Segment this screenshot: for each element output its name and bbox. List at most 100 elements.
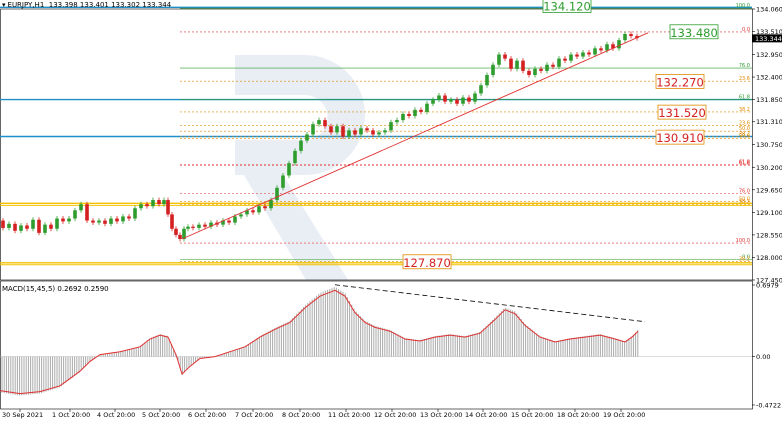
candle-body [245,210,249,215]
candle-body [139,204,143,209]
candle-body [162,200,166,205]
candle-body [182,228,186,240]
candle-body [479,85,483,94]
price-tick-label: 129.650 [756,186,782,194]
candle-body [545,64,549,71]
candle-body [305,134,309,141]
candle-body [473,93,477,102]
candle-body [221,220,225,225]
macd-tick-label: -0.4722 [756,402,781,410]
price-tick-label: 127.450 [756,277,782,285]
candle-body [269,200,273,209]
macd-pane-frame [0,280,753,410]
price-annotation-box [669,24,719,40]
time-tick-label: 15 Oct 20:00 [511,411,553,419]
candle-body [335,126,339,133]
candle-body [157,200,161,205]
candle-body [377,132,381,135]
time-tick-label: 8 Oct 20:00 [282,411,320,419]
candle-body [73,210,77,219]
price-tick-label: 131.850 [756,96,782,104]
current-price-label: 133.344 [755,35,782,43]
candle-body [31,219,35,229]
candle-body [407,113,411,117]
price-annotation-box [655,73,705,89]
candle-body [133,208,137,219]
price-annotation-label: 132.270 [656,75,704,89]
fib-level-label: 0.0 [742,27,750,33]
candle-body [209,222,213,227]
candle-body [527,70,531,76]
time-tick-label: 7 Oct 20:00 [235,411,273,419]
candle-body [443,95,447,102]
trendline [181,32,649,240]
candle-body [174,228,178,235]
candle-body [151,200,155,207]
candle-body [67,218,71,222]
price-annotation-box [542,0,592,13]
price-tick-label: 129.100 [756,209,782,217]
price-tick-label: 134.060 [756,6,782,14]
price-annotation-label: 130.910 [656,131,704,145]
price-pane-frame [0,8,753,281]
candle-body [617,40,621,49]
price-tick-label: 130.200 [756,164,782,172]
candle-body [329,126,333,133]
price-annotation-box [657,104,707,120]
candle-body [281,175,285,188]
candle-body [383,130,387,133]
candle-body [263,206,267,209]
macd-signal-line [0,289,639,395]
macd-tick-label: 0.6979 [756,282,779,290]
candle-body [178,234,182,240]
price-annotation-label: 127.870 [403,256,451,270]
time-tick-label: 30 Sep 2021 [2,411,43,419]
macd-tick-label: 0.00 [756,353,770,361]
candle-body [569,54,573,61]
candle-body [461,97,465,104]
candle-body [293,150,297,164]
candle-body [103,220,107,224]
candle-body [533,68,537,76]
fib-level-label: 50.0 [739,126,750,132]
candle-body [353,130,357,135]
candle-body [551,64,555,67]
candle-body [227,220,231,223]
candle-body [455,99,459,104]
symbol-label: EURJPY,H1 [7,1,45,9]
fib-level-label: 38.2 [739,257,750,263]
candle-body [13,223,17,231]
candle-body [347,130,351,137]
candle-body [37,219,41,233]
candle-body [497,54,501,65]
candle-body [186,226,190,229]
candle-body [419,109,423,112]
candle-body [127,216,131,219]
time-tick-label: 14 Oct 20:00 [465,411,507,419]
fib-level-label: 76.0 [739,63,750,69]
candle-body [43,224,47,233]
candle-body [55,218,59,229]
candle-body [25,225,29,229]
time-tick-label: 12 Oct 20:00 [374,411,416,419]
candle-body [539,68,543,71]
chevron-down-icon[interactable]: ▾ [2,1,6,9]
candle-body [61,218,65,222]
candle-body [121,216,125,222]
ohlc-values: 133.398 133.401 133.302 133.344 [48,1,172,9]
candle-body [49,224,53,229]
candle-body [145,204,149,207]
candle-body [275,187,279,201]
divergence-line [334,284,646,323]
time-tick-label: 1 Oct 20:00 [52,411,90,419]
fib-level-label: 23.6 [739,76,750,82]
candle-body [389,122,393,131]
price-annotation-label: 134.120 [543,0,591,14]
price-tick-label: 132.400 [756,74,782,82]
fib-level-label: 61.8 [739,161,750,167]
fib-level-label: 38.2 [739,132,750,138]
fib-level-label: 100.0 [736,238,750,244]
candle-body [97,220,101,223]
